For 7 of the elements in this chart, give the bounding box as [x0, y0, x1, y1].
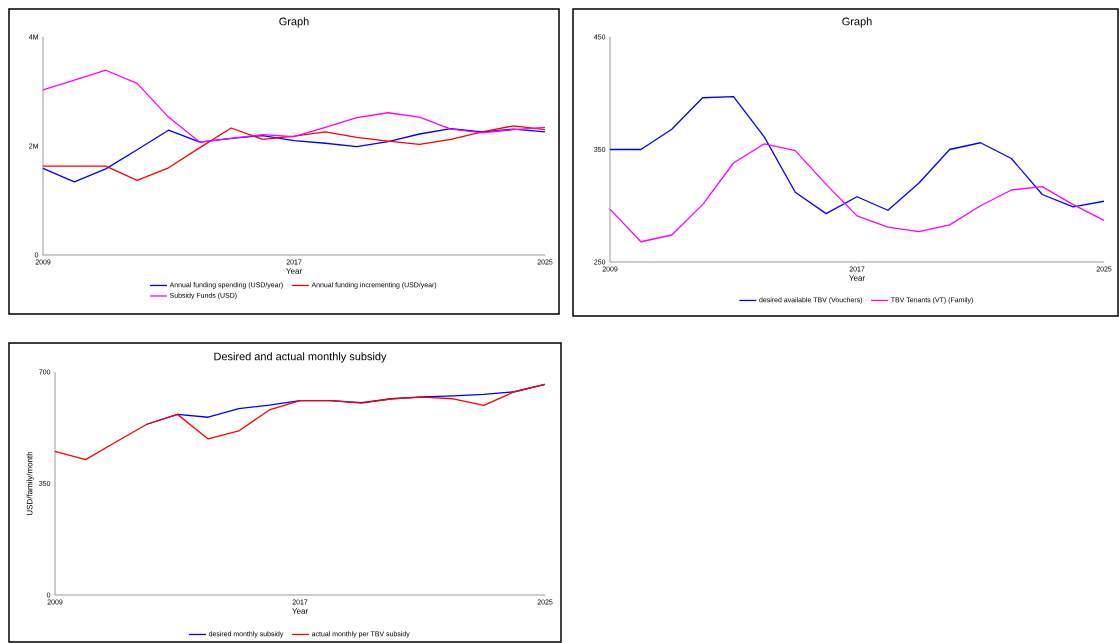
line-series	[54, 383, 546, 461]
line-series	[609, 143, 1105, 243]
chart-title: Graph	[842, 17, 872, 28]
line-series	[609, 95, 1105, 215]
chart-title: Desired and actual monthly subsidy	[214, 352, 387, 363]
line-series	[42, 69, 546, 143]
chart-title: Graph	[279, 17, 309, 28]
